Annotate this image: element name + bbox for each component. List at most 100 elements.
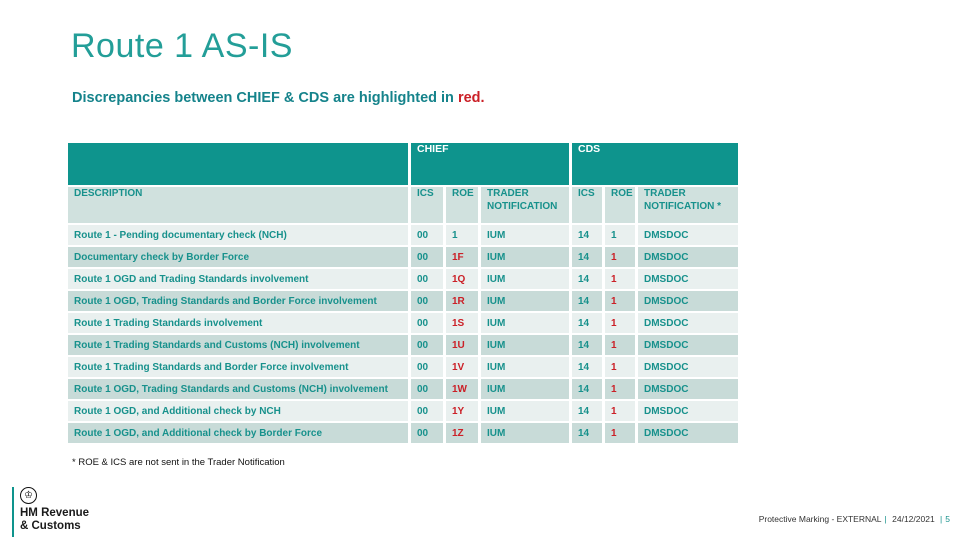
hmrc-logo-text: HM Revenue & Customs xyxy=(20,507,89,533)
page-number: 5 xyxy=(945,514,950,524)
page-title: Route 1 AS-IS xyxy=(71,27,293,65)
row-description: Route 1 Trading Standards and Customs (N… xyxy=(68,335,408,355)
table-row: Route 1 - Pending documentary check (NCH… xyxy=(68,225,738,245)
cds-trader-notification-value: DMSDOC xyxy=(638,335,738,355)
table-row: Documentary check by Border Force 00 1F … xyxy=(68,247,738,267)
footnote: * ROE & ICS are not sent in the Trader N… xyxy=(72,457,285,468)
chief-roe-value: 1S xyxy=(446,313,478,333)
chief-trader-notification-value: IUM xyxy=(481,269,569,289)
chief-roe-value: 1Y xyxy=(446,401,478,421)
chief-trader-notification-value: IUM xyxy=(481,247,569,267)
cds-ics-value: 14 xyxy=(572,335,602,355)
cds-trader-notification-value: DMSDOC xyxy=(638,269,738,289)
chief-roe-value: 1 xyxy=(446,225,478,245)
column-header-cds-trader-notification: TRADER NOTIFICATION * xyxy=(638,187,738,223)
cds-ics-value: 14 xyxy=(572,423,602,443)
cds-roe-value: 1 xyxy=(605,291,635,311)
subtitle-highlight: red. xyxy=(457,90,485,106)
footer-separator: | xyxy=(884,514,887,524)
cds-trader-notification-value: DMSDOC xyxy=(638,225,738,245)
row-description: Route 1 OGD, and Additional check by NCH xyxy=(68,401,408,421)
slide-subtitle: Discrepancies between CHIEF & CDS are hi… xyxy=(72,90,485,106)
cds-ics-value: 14 xyxy=(572,357,602,377)
cds-ics-value: 14 xyxy=(572,401,602,421)
cds-ics-value: 14 xyxy=(572,247,602,267)
chief-trader-notification-value: IUM xyxy=(481,291,569,311)
chief-ics-value: 00 xyxy=(411,313,443,333)
table-row: Route 1 Trading Standards and Border For… xyxy=(68,357,738,377)
hmrc-logo-line2: & Customs xyxy=(20,520,81,532)
column-header-row: DESCRIPTION ICS ROE TRADER NOTIFICATION … xyxy=(68,187,738,223)
footer-separator: | xyxy=(940,514,943,524)
column-header-description: DESCRIPTION xyxy=(68,187,408,223)
hmrc-logo-line1: HM Revenue xyxy=(20,507,90,519)
cds-roe-value: 1 xyxy=(605,247,635,267)
protective-marking-text: Protective Marking - EXTERNAL xyxy=(758,514,882,524)
table-row: Route 1 Trading Standards involvement 00… xyxy=(68,313,738,333)
hmrc-logo: ♔ HM Revenue & Customs xyxy=(12,487,122,539)
cds-roe-value: 1 xyxy=(605,379,635,399)
column-header-chief-ics: ICS xyxy=(411,187,443,223)
chief-roe-value: 1R xyxy=(446,291,478,311)
row-description: Route 1 OGD, Trading Standards and Borde… xyxy=(68,291,408,311)
chief-ics-value: 00 xyxy=(411,379,443,399)
column-header-cds-ics: ICS xyxy=(572,187,602,223)
hmrc-crown-icon: ♔ xyxy=(20,487,37,504)
chief-ics-value: 00 xyxy=(411,269,443,289)
row-description: Route 1 OGD, Trading Standards and Custo… xyxy=(68,379,408,399)
table-row: Route 1 Trading Standards and Customs (N… xyxy=(68,335,738,355)
column-header-cds-roe: ROE xyxy=(605,187,635,223)
row-description: Route 1 - Pending documentary check (NCH… xyxy=(68,225,408,245)
table-row: Route 1 OGD, and Additional check by Bor… xyxy=(68,423,738,443)
cds-ics-value: 14 xyxy=(572,291,602,311)
chief-ics-value: 00 xyxy=(411,247,443,267)
cds-roe-value: 1 xyxy=(605,357,635,377)
chief-cds-comparison-table: CHIEF CDS DESCRIPTION ICS ROE TRADER NOT… xyxy=(65,141,741,445)
cds-ics-value: 14 xyxy=(572,269,602,289)
group-header-chief: CHIEF xyxy=(411,143,569,185)
chief-trader-notification-value: IUM xyxy=(481,401,569,421)
footer-marking: Protective Marking - EXTERNAL | 24/12/202… xyxy=(759,514,950,524)
chief-roe-value: 1Z xyxy=(446,423,478,443)
row-description: Route 1 Trading Standards involvement xyxy=(68,313,408,333)
cds-roe-value: 1 xyxy=(605,313,635,333)
chief-ics-value: 00 xyxy=(411,291,443,311)
chief-trader-notification-value: IUM xyxy=(481,357,569,377)
chief-trader-notification-value: IUM xyxy=(481,379,569,399)
row-description: Route 1 OGD and Trading Standards involv… xyxy=(68,269,408,289)
cds-trader-notification-value: DMSDOC xyxy=(638,357,738,377)
cds-trader-notification-value: DMSDOC xyxy=(638,379,738,399)
chief-roe-value: 1W xyxy=(446,379,478,399)
column-header-chief-trader-notification: TRADER NOTIFICATION xyxy=(481,187,569,223)
chief-trader-notification-value: IUM xyxy=(481,225,569,245)
table-row: Route 1 OGD, and Additional check by NCH… xyxy=(68,401,738,421)
cds-roe-value: 1 xyxy=(605,269,635,289)
cds-ics-value: 14 xyxy=(572,379,602,399)
chief-trader-notification-value: IUM xyxy=(481,423,569,443)
table-row: Route 1 OGD and Trading Standards involv… xyxy=(68,269,738,289)
group-header-row: CHIEF CDS xyxy=(68,143,738,185)
table-body: Route 1 - Pending documentary check (NCH… xyxy=(68,225,738,443)
cds-roe-value: 1 xyxy=(605,335,635,355)
cds-trader-notification-value: DMSDOC xyxy=(638,313,738,333)
chief-ics-value: 00 xyxy=(411,335,443,355)
cds-ics-value: 14 xyxy=(572,313,602,333)
chief-roe-value: 1F xyxy=(446,247,478,267)
chief-roe-value: 1U xyxy=(446,335,478,355)
column-header-chief-roe: ROE xyxy=(446,187,478,223)
logo-accent-bar xyxy=(12,487,14,537)
cds-trader-notification-value: DMSDOC xyxy=(638,401,738,421)
cds-ics-value: 14 xyxy=(572,225,602,245)
footer-date: 24/12/2021 xyxy=(892,514,935,524)
row-description: Route 1 Trading Standards and Border For… xyxy=(68,357,408,377)
cds-trader-notification-value: DMSDOC xyxy=(638,291,738,311)
chief-trader-notification-value: IUM xyxy=(481,313,569,333)
chief-ics-value: 00 xyxy=(411,423,443,443)
cds-roe-value: 1 xyxy=(605,423,635,443)
cds-roe-value: 1 xyxy=(605,225,635,245)
cds-trader-notification-value: DMSDOC xyxy=(638,423,738,443)
cds-trader-notification-value: DMSDOC xyxy=(638,247,738,267)
chief-ics-value: 00 xyxy=(411,401,443,421)
table-corner-cell xyxy=(68,143,408,185)
